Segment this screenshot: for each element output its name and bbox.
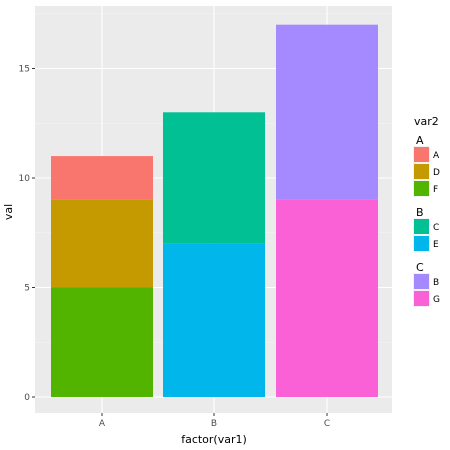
- bar-segment-b-c: [163, 112, 265, 244]
- legend-group-b: BCE: [413, 206, 439, 252]
- legend-group-title: B: [416, 206, 424, 219]
- bar-segment-c-g: [276, 199, 378, 397]
- legend-label-g: G: [433, 295, 440, 305]
- legend-key-c: [414, 219, 429, 234]
- bar-segment-a-a: [51, 156, 153, 200]
- x-tick-label: C: [324, 419, 330, 429]
- legend-group-title: C: [416, 261, 424, 274]
- bar-segment-c-b: [276, 24, 378, 200]
- y-tick-label: 10: [19, 174, 31, 184]
- legend-group-title: A: [416, 134, 424, 147]
- legend-key-f: [414, 181, 429, 196]
- legend-label-b: B: [433, 278, 439, 288]
- legend-group-c: CBG: [413, 261, 440, 307]
- bar-segment-a-f: [51, 287, 153, 397]
- legend-key-a: [414, 147, 429, 162]
- bar-stack-b: [163, 112, 265, 397]
- plot-panel: [35, 6, 392, 413]
- legend-label-c: C: [433, 223, 439, 233]
- legend-label-e: E: [433, 240, 439, 250]
- legend-key-b: [414, 274, 429, 289]
- x-axis: A B C: [99, 413, 330, 429]
- x-tick-label: B: [211, 419, 217, 429]
- bar-segment-b-e: [163, 243, 265, 397]
- y-tick-label: 0: [24, 393, 30, 403]
- legend-title: var2: [414, 115, 439, 128]
- y-tick-label: 5: [24, 284, 30, 294]
- x-axis-title: factor(var1): [181, 433, 247, 446]
- legend-key-e: [414, 236, 429, 251]
- bar-stack-c: [276, 24, 378, 397]
- legend-key-d: [414, 164, 429, 179]
- y-axis-title: val: [2, 204, 15, 220]
- bar-segment-a-d: [51, 199, 153, 288]
- bar-stack-a: [51, 156, 153, 397]
- legend-label-f: F: [433, 185, 438, 195]
- legend-key-g: [414, 291, 429, 306]
- y-axis: 0 5 10 15: [19, 65, 35, 403]
- legend-label-d: D: [433, 168, 440, 178]
- legend-label-a: A: [433, 151, 440, 161]
- x-tick-label: A: [99, 419, 106, 429]
- y-tick-label: 15: [19, 65, 30, 75]
